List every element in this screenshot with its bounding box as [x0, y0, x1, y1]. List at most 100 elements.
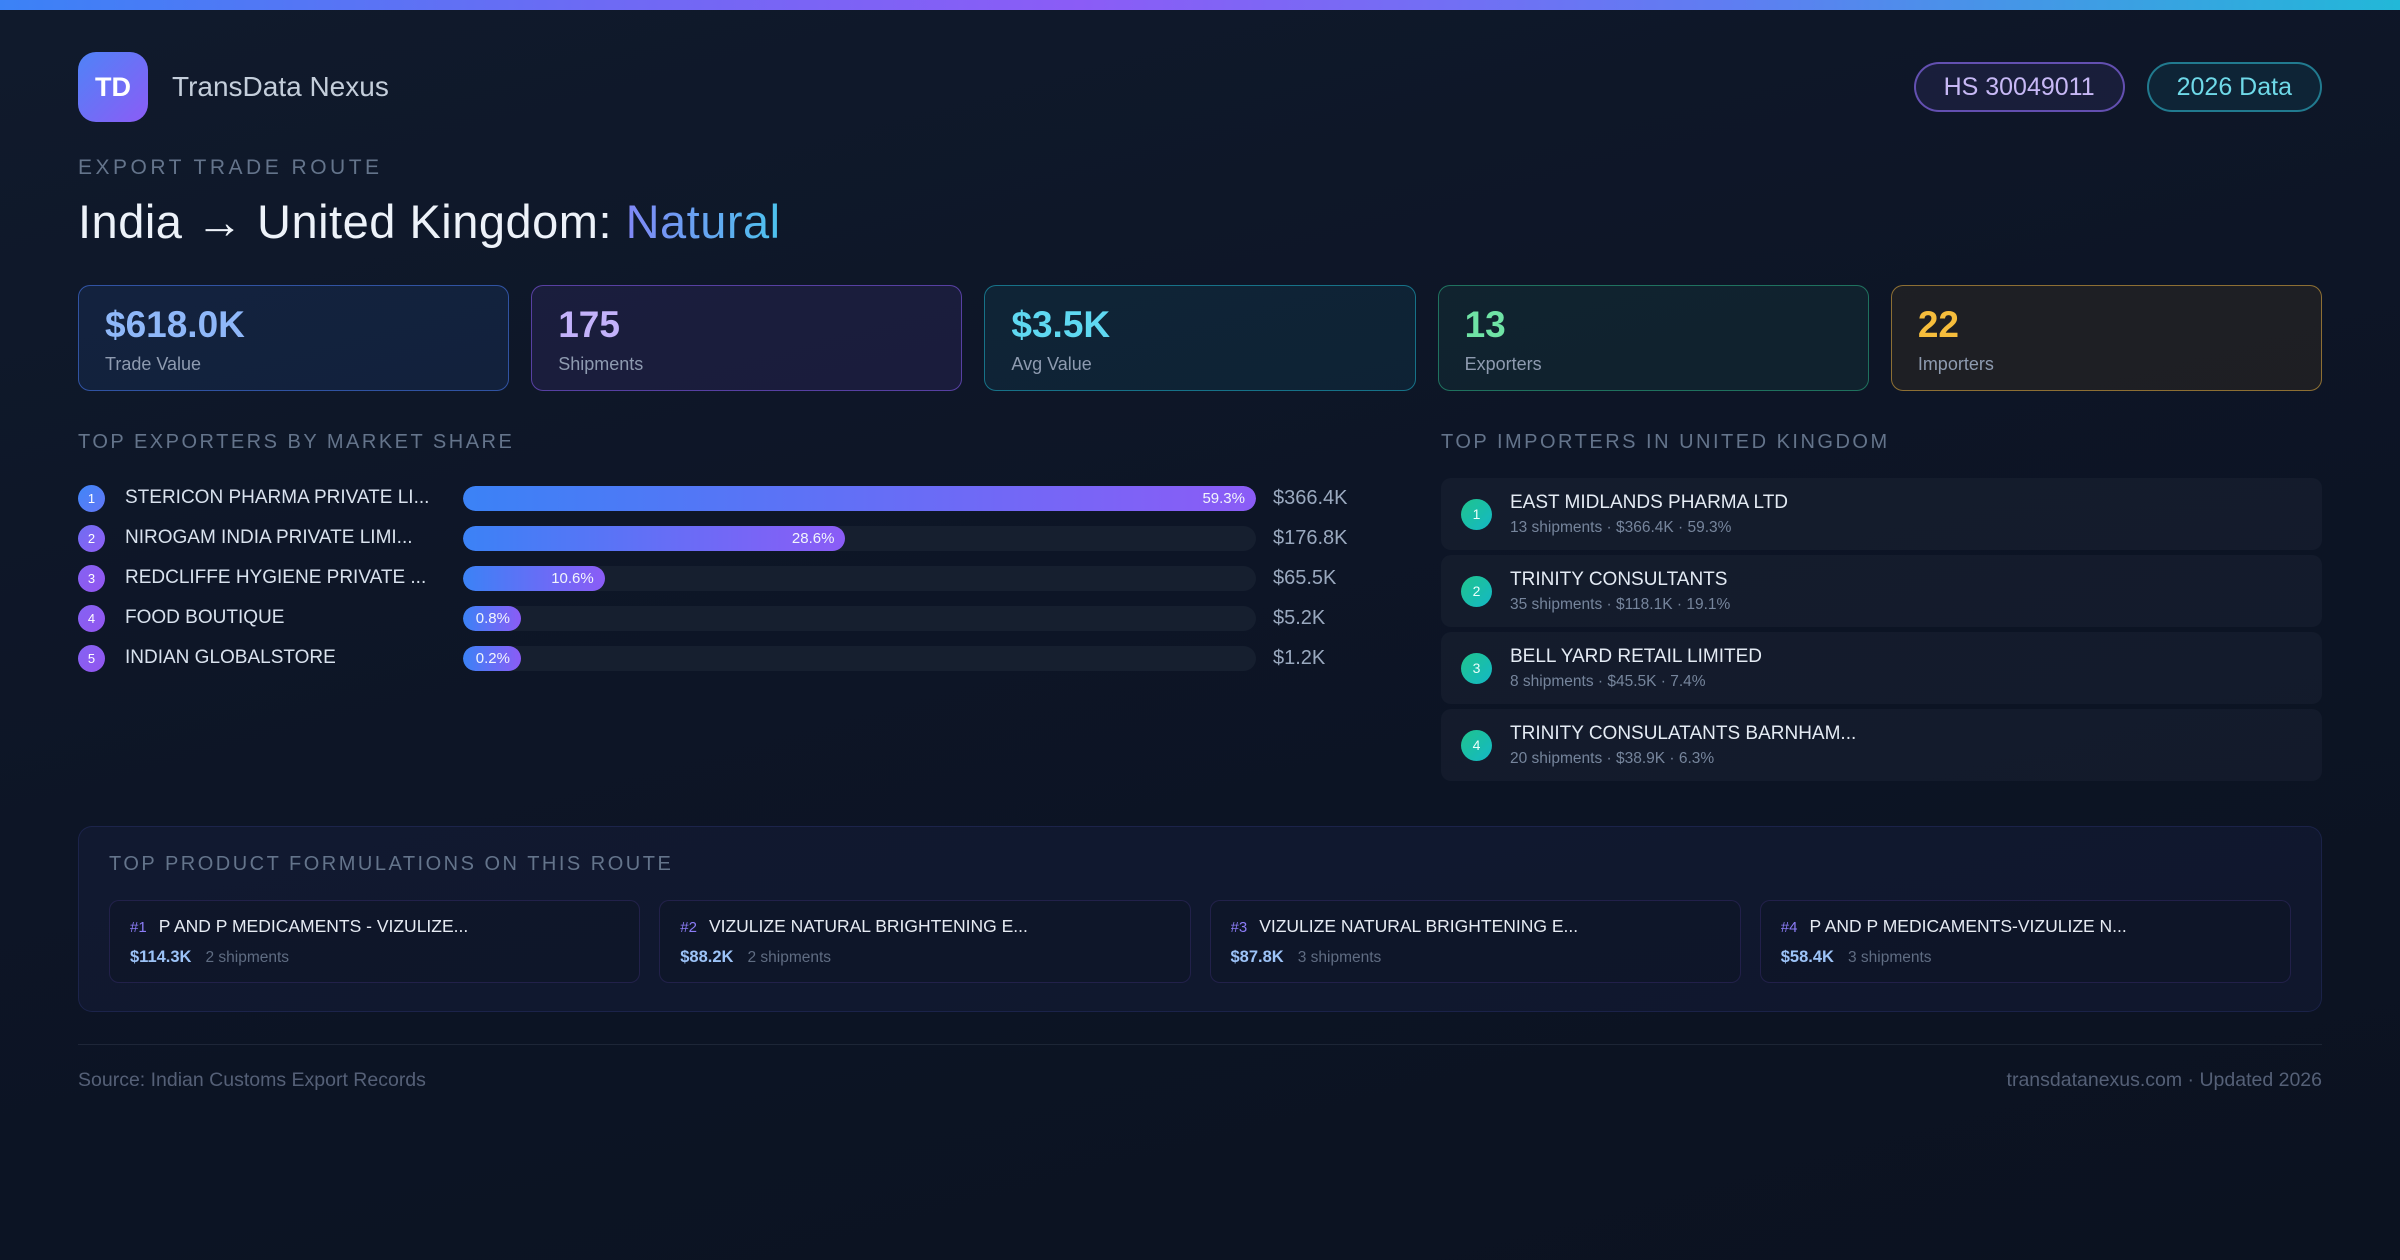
hs-code-badge[interactable]: HS 30049011 — [1913, 62, 2125, 112]
market-share-bar-track: 28.6% — [463, 525, 1256, 551]
product-title-line: #3 VIZULIZE NATURAL BRIGHTENING E... — [1231, 916, 1720, 937]
rank-badge: 4 — [78, 604, 105, 632]
share-percent-label: 0.8% — [475, 609, 510, 627]
market-share-bar: 0.8% — [463, 605, 521, 631]
header: TD TransData Nexus HS 30049011 2026 Data — [78, 52, 2322, 122]
product-name: VIZULIZE NATURAL BRIGHTENING E... — [708, 916, 1028, 936]
market-share-bar-track: 0.8% — [463, 605, 1256, 631]
page-title: India → United Kingdom: Natural — [78, 194, 2322, 249]
brand-logo: TD — [78, 52, 148, 122]
stat-label: Importers — [1917, 354, 1994, 374]
importer-name: EAST MIDLANDS PHARMA LTD — [1510, 491, 1789, 513]
importer-meta: 20 shipments · $38.9K · 6.3% — [1510, 749, 1715, 767]
product-meta-line: $58.4K 3 shipments — [1781, 948, 2270, 967]
footer-source: Source: Indian Customs Export Records — [78, 1069, 426, 1091]
share-percent-label: 28.6% — [791, 529, 835, 547]
product-name: VIZULIZE NATURAL BRIGHTENING E... — [1259, 916, 1579, 936]
stat-value: 13 — [1464, 304, 1506, 345]
share-percent-label: 10.6% — [551, 569, 594, 587]
market-share-bar: 10.6% — [463, 565, 605, 591]
product-value: $114.3K — [130, 948, 192, 966]
product-shipments: 3 shipments — [1847, 949, 1932, 966]
exporter-row[interactable]: 3 REDCLIFFE HYGIENE PRIVATE ... 10.6% $6… — [78, 558, 1375, 598]
products-heading: TOP PRODUCT FORMULATIONS ON THIS ROUTE — [109, 853, 674, 875]
importer-meta: 8 shipments · $45.5K · 7.4% — [1510, 672, 1706, 690]
exporter-name: REDCLIFFE HYGIENE PRIVATE ... — [125, 567, 427, 588]
product-title-line: #2 VIZULIZE NATURAL BRIGHTENING E... — [680, 916, 1169, 937]
importers-heading: TOP IMPORTERS IN UNITED KINGDOM — [1441, 431, 1890, 453]
product-name: P AND P MEDICAMENTS-VIZULIZE N... — [1809, 916, 2127, 936]
products-list: #1 P AND P MEDICAMENTS - VIZULIZE... $11… — [109, 900, 2291, 983]
importer-name: BELL YARD RETAIL LIMITED — [1510, 645, 1763, 667]
page-title-main: India → United Kingdom: — [78, 195, 626, 248]
exporter-trade-value: $65.5K — [1273, 566, 1337, 589]
main-columns: TOP EXPORTERS BY MARKET SHARE 1 STERICON… — [78, 431, 2322, 786]
importer-card[interactable]: 1 EAST MIDLANDS PHARMA LTD 13 shipments … — [1441, 478, 2322, 550]
stat-label: Trade Value — [105, 354, 202, 374]
rank-badge: 2 — [78, 524, 105, 552]
rank-badge: 4 — [1461, 729, 1492, 761]
rank-badge: 3 — [78, 564, 105, 592]
importer-info: TRINITY CONSULTANTS 35 shipments · $118.… — [1510, 569, 1730, 614]
product-rank: #2 — [680, 919, 697, 936]
importer-card[interactable]: 3 BELL YARD RETAIL LIMITED 8 shipments ·… — [1441, 632, 2322, 704]
importer-info: BELL YARD RETAIL LIMITED 8 shipments · $… — [1510, 646, 1762, 691]
market-share-bar-track: 10.6% — [463, 565, 1256, 591]
exporters-section: TOP EXPORTERS BY MARKET SHARE 1 STERICON… — [78, 431, 1375, 678]
product-shipments: 3 shipments — [1297, 949, 1382, 966]
product-rank: #3 — [1230, 919, 1248, 936]
importer-meta: 13 shipments · $366.4K · 59.3% — [1510, 518, 1732, 536]
exporter-row[interactable]: 2 NIROGAM INDIA PRIVATE LIMI... 28.6% $1… — [78, 518, 1375, 558]
year-data-badge[interactable]: 2026 Data — [2146, 62, 2322, 112]
rank-badge: 1 — [78, 484, 105, 512]
exporter-trade-value: $1.2K — [1273, 646, 1326, 669]
exporter-row[interactable]: 5 INDIAN GLOBALSTORE 0.2% $1.2K — [78, 638, 1375, 678]
product-name: P AND P MEDICAMENTS - VIZULIZE... — [158, 916, 469, 936]
exporter-name: INDIAN GLOBALSTORE — [125, 647, 336, 668]
stat-card-shipments: 175 Shipments — [531, 285, 963, 391]
product-card[interactable]: #1 P AND P MEDICAMENTS - VIZULIZE... $11… — [109, 900, 641, 983]
stat-card-importers: 22 Importers — [1890, 285, 2323, 391]
top-accent-bar — [0, 0, 2400, 10]
importer-meta: 35 shipments · $118.1K · 19.1% — [1510, 595, 1731, 613]
importer-card[interactable]: 2 TRINITY CONSULTANTS 35 shipments · $11… — [1441, 555, 2322, 627]
product-meta-line: $88.2K 2 shipments — [680, 948, 1169, 967]
footer: Source: Indian Customs Export Records tr… — [78, 1044, 2322, 1092]
share-percent-label: 0.2% — [475, 649, 510, 667]
product-title-line: #4 P AND P MEDICAMENTS-VIZULIZE N... — [1781, 916, 2270, 937]
market-share-bar-track: 59.3% — [463, 485, 1256, 511]
market-share-bar: 0.2% — [463, 645, 521, 671]
exporter-trade-value: $5.2K — [1273, 606, 1326, 629]
exporter-name: FOOD BOUTIQUE — [125, 607, 285, 628]
exporter-trade-value: $176.8K — [1273, 526, 1348, 549]
rank-badge: 3 — [1461, 652, 1492, 684]
share-percent-label: 59.3% — [1202, 489, 1245, 507]
exporter-row[interactable]: 4 FOOD BOUTIQUE 0.8% $5.2K — [78, 598, 1375, 638]
product-card[interactable]: #2 VIZULIZE NATURAL BRIGHTENING E... $88… — [659, 900, 1191, 983]
exporter-name: NIROGAM INDIA PRIVATE LIMI... — [125, 527, 413, 548]
product-rank: #1 — [130, 919, 147, 936]
product-card[interactable]: #3 VIZULIZE NATURAL BRIGHTENING E... $87… — [1209, 900, 1741, 983]
market-share-bar: 59.3% — [463, 485, 1256, 511]
importers-list: 1 EAST MIDLANDS PHARMA LTD 13 shipments … — [1441, 478, 2322, 781]
brand-name: TransData Nexus — [172, 71, 389, 102]
product-meta-line: $114.3K 2 shipments — [130, 948, 619, 967]
product-value: $87.8K — [1230, 948, 1284, 966]
importer-card[interactable]: 4 TRINITY CONSULATANTS BARNHAM... 20 shi… — [1441, 709, 2322, 781]
product-value: $58.4K — [1780, 948, 1834, 966]
rank-badge: 2 — [1461, 575, 1492, 607]
stat-card-exporters: 13 Exporters — [1437, 285, 1869, 391]
importer-info: TRINITY CONSULATANTS BARNHAM... 20 shipm… — [1510, 723, 1856, 768]
exporter-trade-value: $366.4K — [1273, 486, 1348, 509]
footer-site: transdatanexus.com · Updated 2026 — [2006, 1069, 2322, 1091]
importer-info: EAST MIDLANDS PHARMA LTD 13 shipments · … — [1510, 492, 1788, 537]
stat-label: Avg Value — [1011, 354, 1092, 374]
eyebrow-label: EXPORT TRADE ROUTE — [78, 156, 383, 179]
market-share-bar-track: 0.2% — [463, 645, 1256, 671]
exporters-bar-chart: 1 STERICON PHARMA PRIVATE LI... 59.3% $3… — [78, 478, 1375, 678]
exporter-row[interactable]: 1 STERICON PHARMA PRIVATE LI... 59.3% $3… — [78, 478, 1375, 518]
exporters-heading: TOP EXPORTERS BY MARKET SHARE — [78, 431, 515, 453]
product-meta-line: $87.8K 3 shipments — [1231, 948, 1720, 967]
page-title-accent: Natural — [625, 195, 781, 248]
product-card[interactable]: #4 P AND P MEDICAMENTS-VIZULIZE N... $58… — [1759, 900, 2291, 983]
